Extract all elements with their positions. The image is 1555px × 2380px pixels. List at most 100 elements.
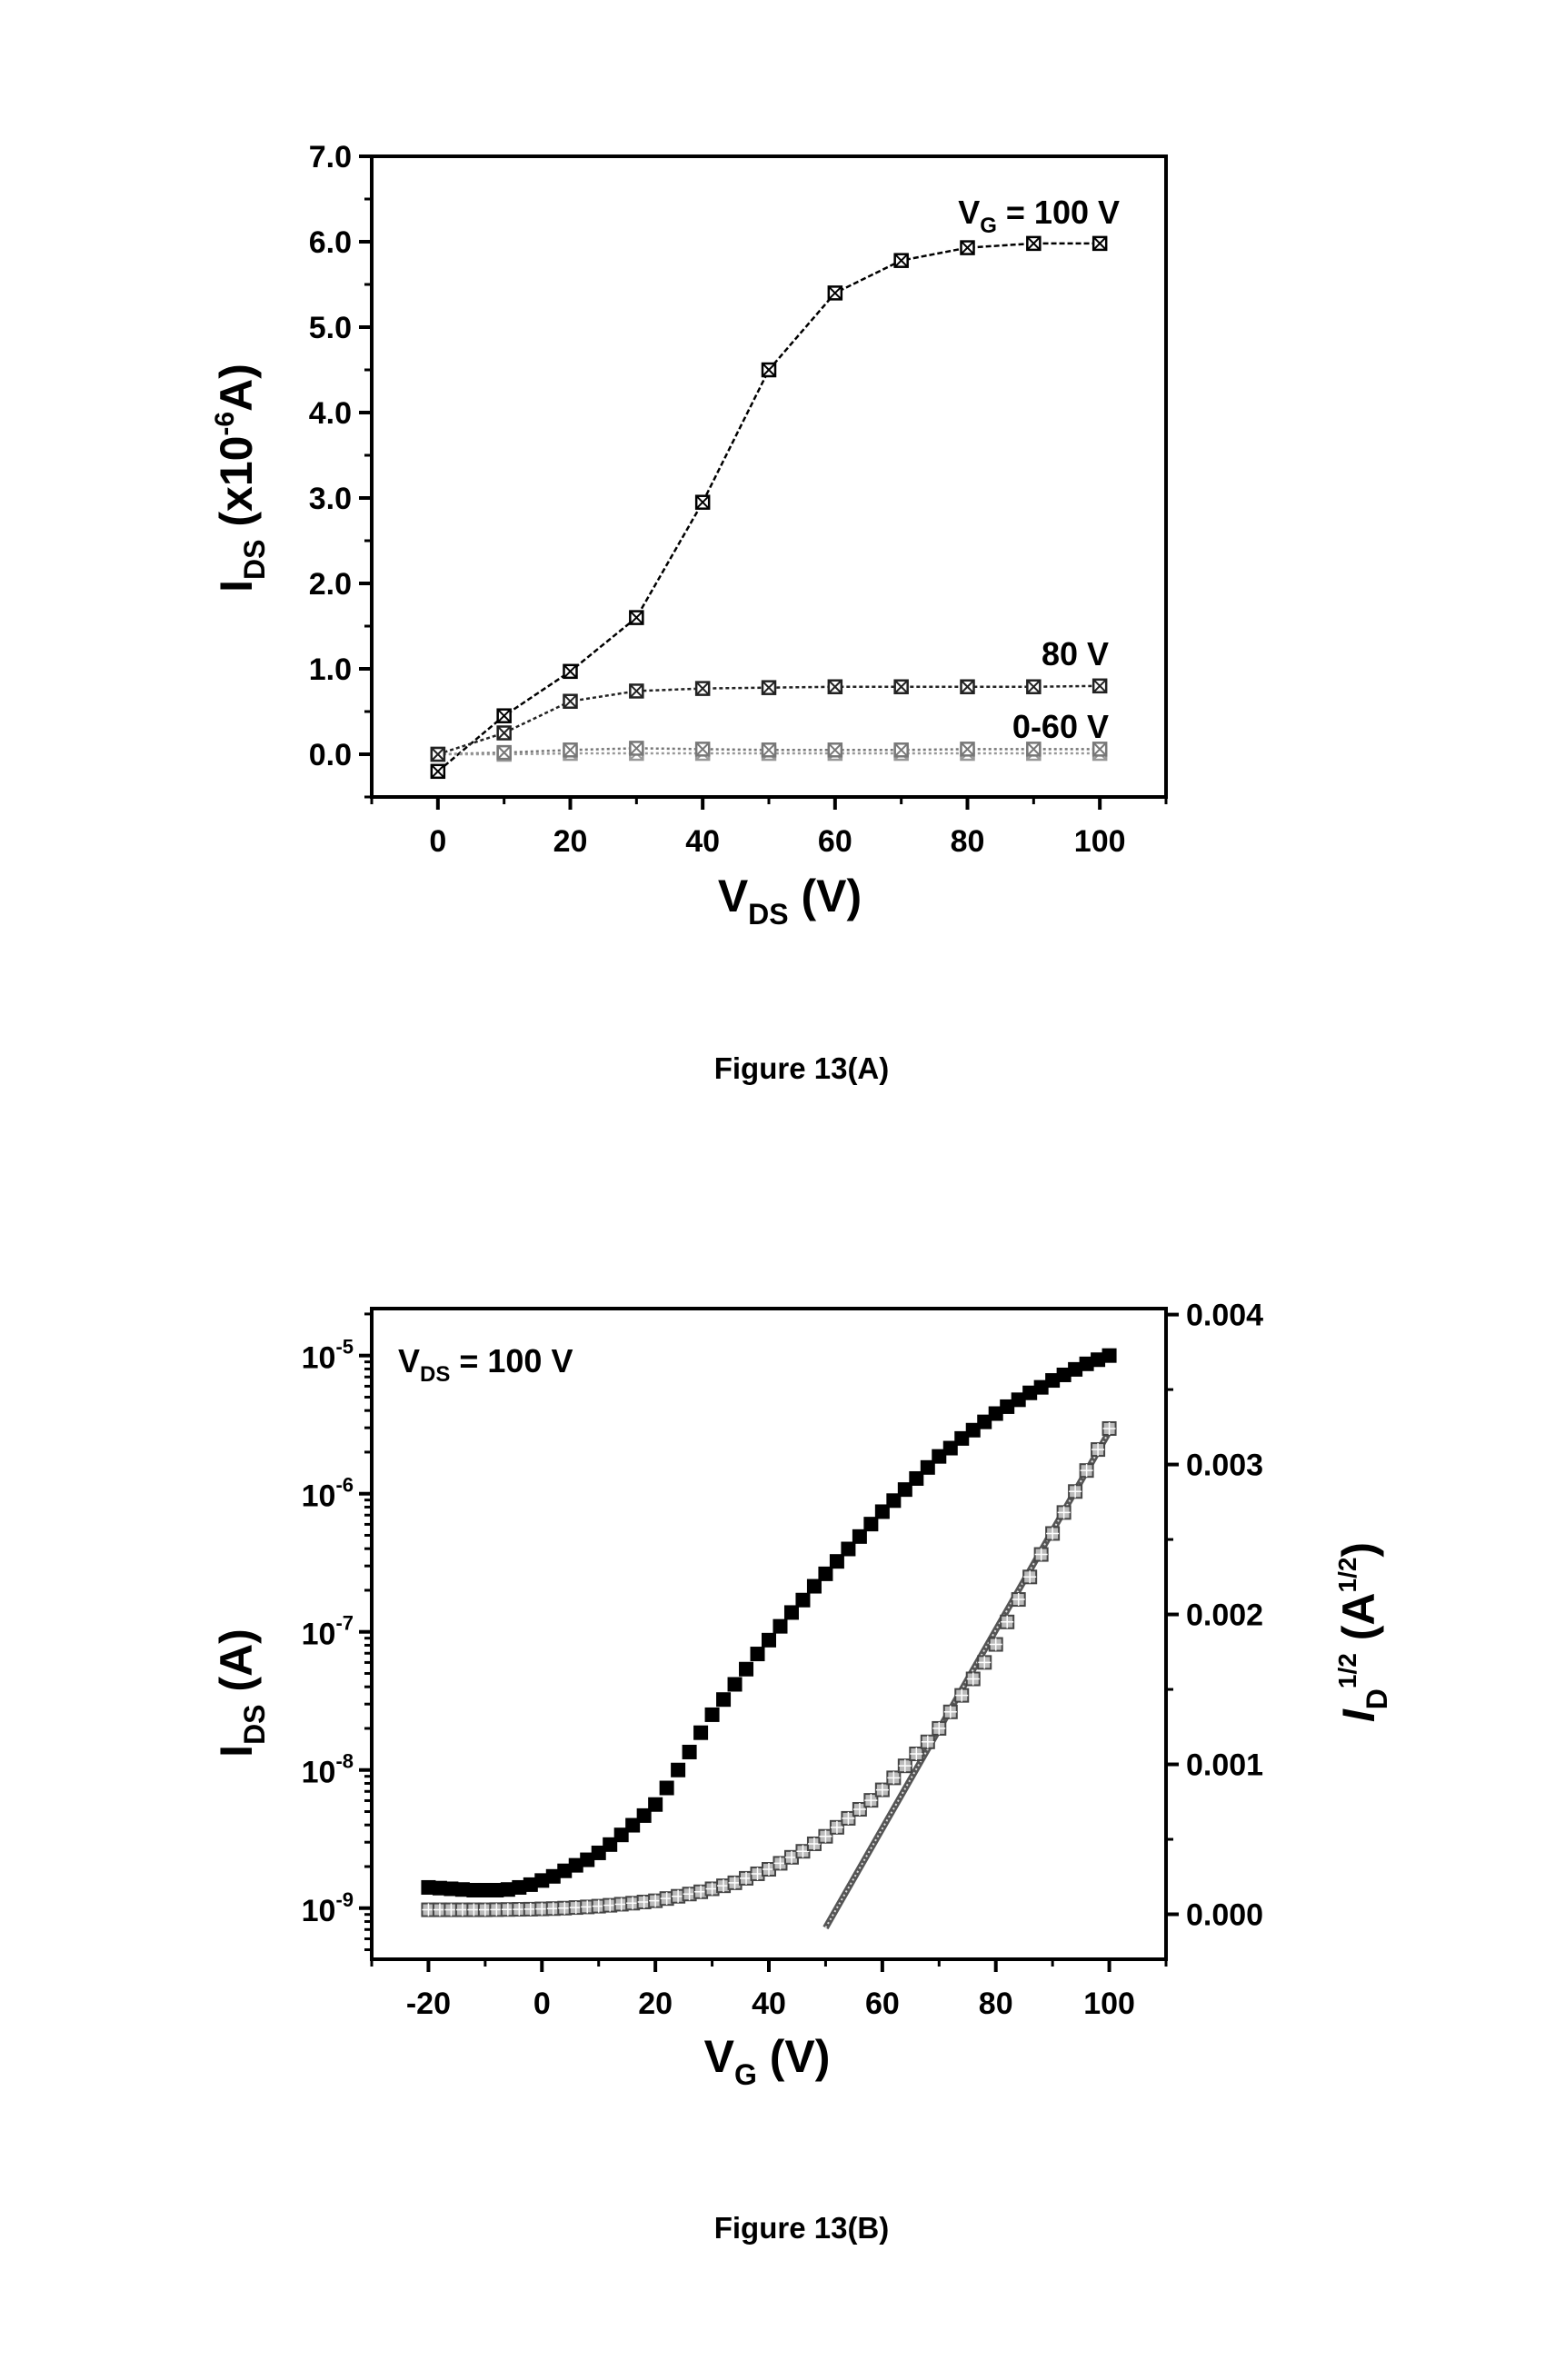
- log-current-point: [705, 1708, 720, 1722]
- data-point-series-2: [696, 742, 709, 755]
- sqrt-current-point: [1091, 1443, 1104, 1456]
- annotation-vg-100: VG = 100 V: [958, 194, 1120, 238]
- data-point-series-0: [696, 496, 709, 509]
- data-point-series-1: [763, 682, 775, 694]
- data-point-series-2: [962, 742, 974, 755]
- right-y-tick-label: 0.003: [1186, 1449, 1263, 1483]
- log-current-point: [671, 1763, 685, 1778]
- log-current-point: [1102, 1349, 1117, 1363]
- data-point-series-2: [498, 746, 511, 759]
- data-point-series-1: [1093, 680, 1106, 692]
- chart-b-left-y-axis-title: IDS (A): [211, 1628, 271, 1758]
- data-point-series-0: [895, 254, 908, 267]
- y-tick-label: 4.0: [309, 396, 352, 431]
- data-point-series-2: [895, 743, 908, 756]
- log-current-point: [683, 1745, 697, 1759]
- left-y-tick-label: 10-6: [302, 1474, 354, 1514]
- sqrt-current-point: [1081, 1464, 1093, 1477]
- data-point-series-1: [895, 681, 908, 693]
- log-current-point: [773, 1619, 787, 1634]
- y-tick-label: 0.0: [309, 738, 352, 772]
- log-current-point: [660, 1780, 674, 1795]
- patent-figure-page: 0204060801000.01.02.03.04.05.06.07.0 VG …: [0, 0, 1555, 2380]
- log-current-point: [762, 1633, 776, 1648]
- chart-a-plot-frame: [372, 156, 1166, 797]
- sqrt-current-point: [922, 1736, 934, 1748]
- data-point-series-0: [432, 765, 444, 778]
- y-tick-label: 3.0: [309, 482, 352, 516]
- sqrt-current-point: [978, 1656, 991, 1668]
- sqrt-current-point: [967, 1672, 980, 1685]
- data-point-series-0: [829, 286, 842, 299]
- data-point-series-0: [1093, 237, 1106, 250]
- log-current-point: [807, 1579, 822, 1594]
- chart-b-right-y-axis-title: ID1/2 (A1/2): [1333, 1542, 1393, 1722]
- right-y-tick-label: 0.001: [1186, 1748, 1263, 1783]
- annotation-vds-100: VDS = 100 V: [398, 1342, 573, 1387]
- x-tick-label: 100: [1083, 1987, 1135, 2021]
- x-tick-label: 0: [533, 1987, 551, 2021]
- y-tick-label: 6.0: [309, 225, 352, 260]
- sqrt-current-point: [1001, 1616, 1013, 1628]
- sqrt-current-point: [990, 1638, 1002, 1651]
- data-point-series-1: [1027, 681, 1040, 693]
- sqrt-current-point: [899, 1759, 912, 1772]
- chart-b-x-axis-title: VG (V): [704, 2031, 831, 2091]
- sqrt-current-point: [1035, 1548, 1048, 1561]
- data-point-series-1: [564, 695, 577, 708]
- data-point-series-1: [962, 681, 974, 693]
- annotation-80v: 80 V: [1042, 635, 1109, 672]
- sqrt-current-point: [1069, 1485, 1082, 1498]
- x-tick-label: 100: [1074, 824, 1126, 859]
- x-tick-label: 20: [638, 1987, 673, 2021]
- sqrt-current-point: [1023, 1570, 1036, 1583]
- log-current-point: [751, 1647, 765, 1661]
- chart-a: 0204060801000.01.02.03.04.05.06.07.0 VG …: [210, 140, 1166, 1085]
- data-point-series-0: [630, 612, 643, 624]
- figure-13a-caption: Figure 13(A): [714, 1051, 890, 1085]
- right-y-tick-label: 0.002: [1186, 1598, 1263, 1633]
- sqrt-current-point: [910, 1748, 922, 1760]
- left-y-tick-label: 10-9: [302, 1888, 354, 1928]
- log-current-point: [863, 1517, 878, 1531]
- log-current-point: [648, 1797, 663, 1812]
- left-y-tick-label: 10-7: [302, 1612, 354, 1652]
- right-y-tick-label: 0.000: [1186, 1898, 1263, 1933]
- figure-13b-caption: Figure 13(B): [714, 2211, 890, 2245]
- y-tick-label: 7.0: [309, 140, 352, 174]
- x-tick-label: -20: [406, 1987, 451, 2021]
- sqrt-current-point: [1046, 1527, 1059, 1539]
- x-tick-label: 20: [553, 824, 588, 859]
- right-y-tick-label: 0.004: [1186, 1299, 1263, 1333]
- sqrt-current-point: [887, 1771, 900, 1784]
- sqrt-current-point: [944, 1706, 957, 1718]
- annotation-0-60v: 0-60 V: [1012, 708, 1109, 745]
- chart-a-x-axis-title: VDS (V): [718, 871, 862, 931]
- x-tick-label: 80: [951, 824, 985, 859]
- figure-canvas: 0204060801000.01.02.03.04.05.06.07.0 VG …: [0, 0, 1555, 2380]
- data-point-series-2: [564, 743, 577, 756]
- data-point-series-0: [498, 710, 511, 722]
- x-tick-label: 80: [979, 1987, 1013, 2021]
- y-tick-label: 5.0: [309, 311, 352, 345]
- data-point-series-1: [432, 748, 444, 761]
- data-point-series-0: [1027, 237, 1040, 250]
- data-point-series-2: [630, 742, 643, 754]
- chart-b: -2002040608010010-910-810-710-610-50.000…: [211, 1299, 1393, 2245]
- log-current-point: [795, 1593, 810, 1608]
- data-point-series-1: [829, 681, 842, 693]
- data-point-series-2: [763, 743, 775, 756]
- sqrt-current-point: [932, 1722, 945, 1735]
- log-current-point: [716, 1692, 731, 1707]
- x-tick-label: 0: [429, 824, 446, 859]
- x-tick-label: 40: [752, 1987, 786, 2021]
- sqrt-current-point: [1058, 1506, 1071, 1519]
- log-current-point: [693, 1726, 708, 1740]
- data-point-series-1: [630, 684, 643, 697]
- data-point-series-1: [696, 682, 709, 695]
- y-tick-label: 1.0: [309, 652, 352, 687]
- sqrt-current-point: [876, 1784, 889, 1797]
- data-point-series-0: [564, 665, 577, 678]
- left-y-tick-label: 10-8: [302, 1750, 354, 1790]
- log-current-point: [830, 1554, 844, 1568]
